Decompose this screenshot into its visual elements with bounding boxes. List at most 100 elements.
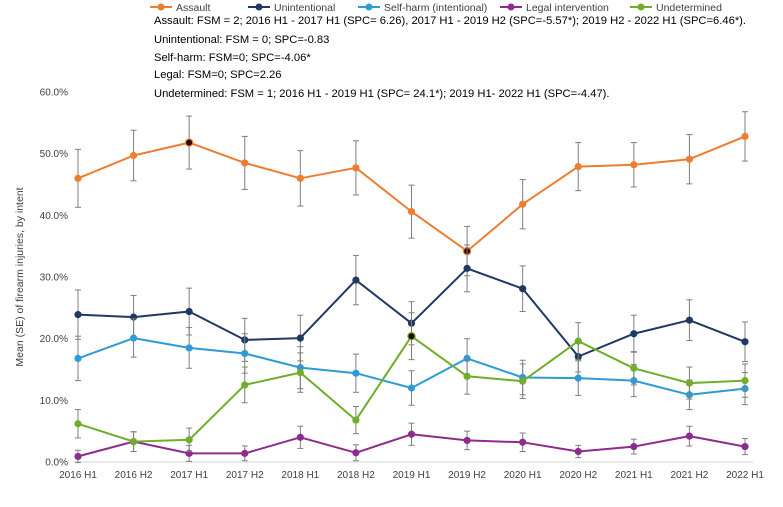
- annotation-line: Self-harm: FSM=0; SPC=-4.06*: [154, 52, 311, 64]
- annotation-block: Assault: FSM = 2; 2016 H1 - 2017 H1 (SPC…: [154, 15, 746, 100]
- data-point: [685, 379, 694, 387]
- data-point: [74, 420, 82, 428]
- legend-swatch-marker: [365, 3, 373, 11]
- data-point: [741, 442, 749, 451]
- data-point: [74, 452, 82, 461]
- series-legal-intervention: [74, 422, 749, 464]
- x-tick-label: 2016 H1: [59, 470, 97, 481]
- data-point: [741, 377, 749, 385]
- data-point: [519, 200, 527, 208]
- series-assault: [74, 111, 749, 277]
- x-tick-label: 2021 H1: [615, 470, 653, 481]
- data-point: [296, 174, 304, 182]
- legend-label: Undetermined: [656, 2, 722, 14]
- data-point: [296, 368, 304, 377]
- data-point: [574, 447, 582, 456]
- y-tick-label: 60.0%: [40, 88, 68, 99]
- y-tick-label: 20.0%: [40, 334, 68, 345]
- data-point: [407, 430, 416, 438]
- annotation-line: Assault: FSM = 2; 2016 H1 - 2017 H1 (SPC…: [154, 15, 746, 27]
- annotation-line: Undetermined: FSM = 1; 2016 H1 - 2019 H1…: [154, 88, 610, 100]
- legend-item-legal-intervention: Legal intervention: [500, 2, 609, 14]
- x-tick-label: 2018 H1: [281, 470, 319, 481]
- y-tick-label: 10.0%: [40, 396, 68, 407]
- chart-legend: Assault Unintentional Self-harm (intention…: [150, 2, 722, 14]
- data-point: [241, 159, 249, 167]
- data-point: [741, 338, 749, 346]
- x-tick-label: 2021 H2: [671, 470, 709, 481]
- x-tick-label: 2017 H2: [226, 470, 264, 481]
- data-point: [185, 344, 193, 352]
- legend-item-undetermined: Undetermined: [630, 2, 722, 14]
- data-point: [352, 276, 360, 284]
- data-point: [185, 436, 193, 444]
- legend-swatch-marker: [637, 3, 645, 11]
- legend-label: Assault: [176, 2, 211, 14]
- y-tick-label: 30.0%: [40, 273, 68, 284]
- annotation-line: Legal: FSM=0; SPC=2.26: [154, 69, 282, 81]
- data-point: [407, 384, 416, 392]
- data-point: [574, 163, 582, 171]
- data-point: [352, 369, 360, 377]
- data-point: [630, 442, 638, 451]
- legend-swatch-marker: [507, 3, 515, 11]
- legend-swatch-marker: [255, 3, 263, 11]
- y-tick-label: 50.0%: [40, 149, 68, 160]
- x-tick-label: 2019 H1: [393, 470, 431, 481]
- data-point: [296, 334, 304, 342]
- y-tick-label: 0.0%: [45, 458, 68, 469]
- data-point: [129, 334, 138, 342]
- legend-swatch-marker: [157, 3, 165, 11]
- data-point: [574, 374, 582, 382]
- legend-label: Unintentional: [274, 2, 335, 14]
- x-tick-label: 2018 H2: [337, 470, 375, 481]
- x-tick-label: 2022 H1: [726, 470, 764, 481]
- data-point: [407, 332, 416, 341]
- data-point: [685, 432, 694, 440]
- data-point: [241, 349, 249, 358]
- data-point: [296, 433, 304, 441]
- legend-item-assault: Assault: [150, 2, 211, 14]
- series-undetermined: [74, 312, 749, 453]
- x-tick-label: 2019 H2: [448, 470, 486, 481]
- data-point: [463, 436, 471, 445]
- data-point: [463, 372, 471, 380]
- data-point: [352, 449, 360, 457]
- data-point: [519, 285, 527, 293]
- data-point: [185, 307, 193, 316]
- data-point: [184, 138, 194, 147]
- data-point: [630, 364, 638, 372]
- data-point: [241, 449, 249, 457]
- x-tick-label: 2020 H1: [504, 470, 542, 481]
- data-point: [74, 311, 82, 319]
- x-tick-label: 2016 H2: [115, 470, 153, 481]
- data-point: [241, 381, 249, 389]
- x-tick-label: 2017 H1: [170, 470, 208, 481]
- data-point: [352, 416, 360, 424]
- chart-axes: 0.0% 10.0% 20.0% 30.0% 40.0% 50.0% 60.0% 2016 H…: [14, 88, 764, 482]
- legend-label: Legal intervention: [526, 2, 609, 14]
- legend-label: Self-harm (intentional): [384, 2, 487, 14]
- data-point: [630, 330, 638, 338]
- data-point: [574, 337, 582, 345]
- legend-item-unintentional: Unintentional: [248, 2, 335, 14]
- data-point: [630, 161, 638, 169]
- y-tick-label: 40.0%: [40, 211, 68, 222]
- x-tick-label: 2020 H2: [559, 470, 597, 481]
- data-point: [129, 438, 138, 446]
- data-point: [74, 354, 82, 362]
- data-point: [519, 438, 527, 446]
- data-point: [685, 316, 694, 324]
- data-point: [352, 164, 360, 172]
- data-point: [74, 174, 82, 182]
- data-point: [685, 155, 694, 163]
- data-point: [519, 377, 527, 385]
- legend-item-self-harm-intentional: Self-harm (intentional): [358, 2, 487, 14]
- data-point: [463, 264, 471, 272]
- data-point: [129, 151, 138, 160]
- chart-series: [74, 111, 749, 464]
- annotation-line: Unintentional: FSM = 0; SPC=-0.83: [154, 34, 329, 46]
- data-point: [407, 208, 416, 216]
- y-axis-title: Mean (SE) of firearm injuries, by intent: [14, 187, 26, 366]
- data-point: [741, 132, 749, 140]
